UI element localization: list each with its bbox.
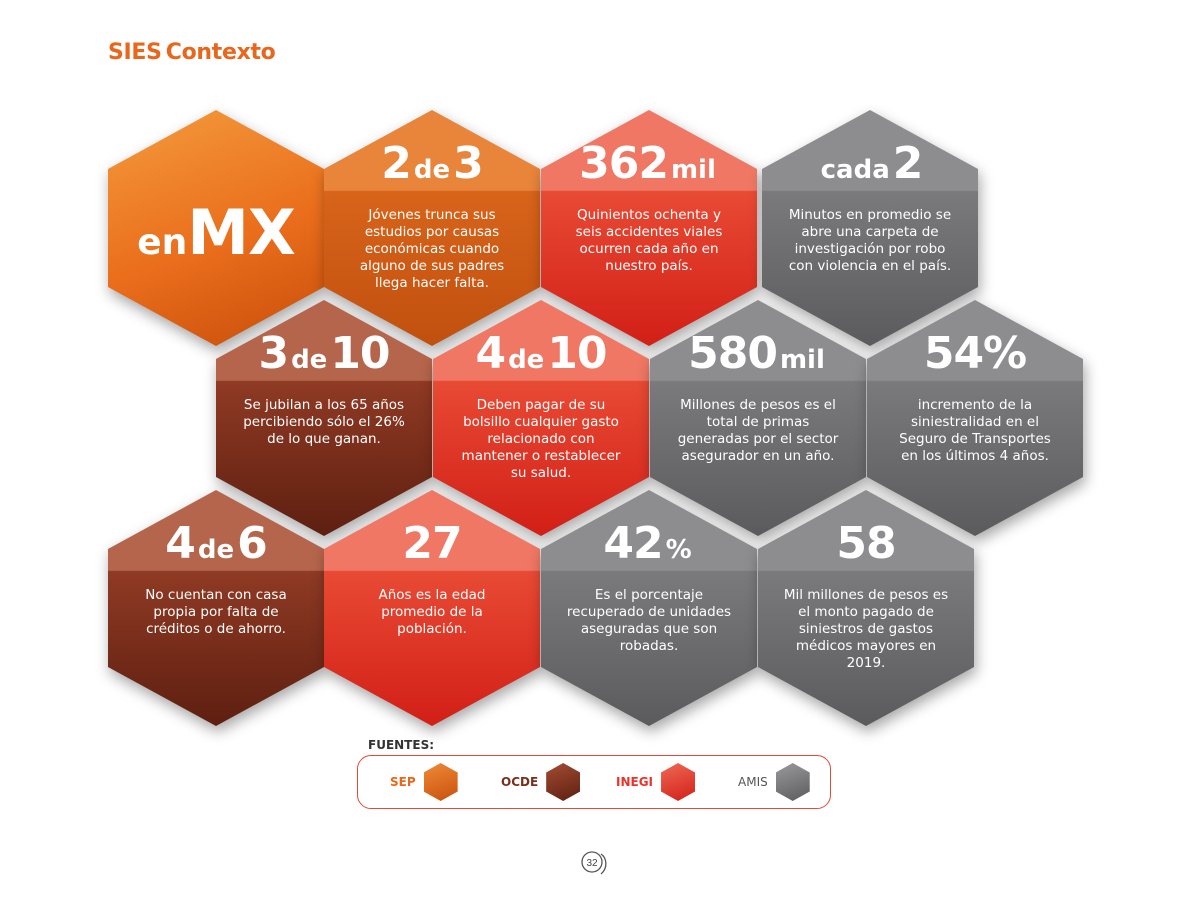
hex-stat-27: 27 Años es la edad promedio de la poblac… xyxy=(324,490,540,726)
page-number-icon: 32 xyxy=(581,851,607,875)
hex-description: No cuentan con casa propia por falta de … xyxy=(145,587,287,637)
hex-stat-4de10: 4 de10 Deben pagar de su bolsillo cualqui… xyxy=(433,300,649,536)
legend-label: INEGI xyxy=(616,775,654,789)
hex-stat-value: 3 de10 xyxy=(258,328,390,379)
hex-description: Deben pagar de su bolsillo cualquier gas… xyxy=(461,397,621,481)
legend-label: OCDE xyxy=(501,775,539,789)
hex-stat-value: 54% xyxy=(923,328,1027,379)
legend-item-amis: AMIS xyxy=(738,756,810,808)
hex-stat-value: 2 de3 xyxy=(381,138,483,189)
hex-stat-value: 4 de6 xyxy=(165,518,267,569)
hex-stat-value: 362 mil xyxy=(579,138,716,189)
hex-stat-3de10: 3 de10 Se jubilan a los 65 años percibien… xyxy=(216,300,432,536)
hex-stat-value: 27 xyxy=(402,518,462,569)
legend-label: SEP xyxy=(390,775,416,789)
hex-description: Años es la edad promedio de la población… xyxy=(378,587,486,637)
page-number: 32 xyxy=(586,858,598,869)
legend-box: SEP OCDE INEGI AMIS xyxy=(357,755,831,809)
hex-description: incremento de la siniestralidad en el Se… xyxy=(899,397,1051,464)
hex-stat-cada2: cada2 Minutos en promedio se abre una ca… xyxy=(762,110,978,346)
hex-stat-58: 58 Mil millones de pesos es el monto pag… xyxy=(758,490,974,726)
hex-description: Mil millones de pesos es el monto pagado… xyxy=(783,587,949,671)
legend-hex-swatch xyxy=(775,763,810,801)
hex-stat-value: 42% xyxy=(603,518,692,569)
hex-stat-value: 4 de10 xyxy=(475,328,607,379)
enmx-title: enMX xyxy=(137,196,296,269)
hex-description: Es el porcentaje recuperado de unidades … xyxy=(566,587,732,654)
hex-description: Se jubilan a los 65 años percibiendo sól… xyxy=(243,397,405,447)
legend-hex-swatch xyxy=(661,763,696,801)
legend-label: AMIS xyxy=(738,775,768,789)
header-contexto: Contexto xyxy=(165,40,276,65)
hex-stat-value: 58 xyxy=(836,518,896,569)
hex-enmx: enMX xyxy=(108,110,324,346)
legend-item-ocde: OCDE xyxy=(501,756,581,808)
header-sies: SIES xyxy=(108,40,162,65)
hex-description: Quinientos ochenta y seis accidentes via… xyxy=(575,207,723,274)
legend-item-sep: SEP xyxy=(390,756,458,808)
legend-hex-swatch xyxy=(423,763,458,801)
legend-hex-swatch xyxy=(546,763,581,801)
hex-stat-4de6: 4 de6 No cuentan con casa propia por falt… xyxy=(108,490,324,726)
hex-stat-42pct: 42% Es el porcentaje recuperado de unida… xyxy=(541,490,757,726)
hex-stat-2de3: 2 de3 Jóvenes trunca sus estudios por cau… xyxy=(324,110,540,346)
hex-description: Jóvenes trunca sus estudios por causas e… xyxy=(359,207,505,291)
legend-item-inegi: INEGI xyxy=(616,756,696,808)
hex-stat-362mil: 362 mil Quinientos ochenta y seis acciden… xyxy=(541,110,757,346)
hex-stat-580mil: 580 mil Millones de pesos es el total de … xyxy=(650,300,866,536)
hex-description: Minutos en promedio se abre una carpeta … xyxy=(788,207,952,274)
hex-stat-value: cada2 xyxy=(820,138,924,189)
legend-title: FUENTES: xyxy=(368,738,435,752)
page-header: SIES Contexto xyxy=(108,40,276,65)
hex-stat-54pct: 54% incremento de la siniestralidad en e… xyxy=(867,300,1083,536)
hex-description: Millones de pesos es el total de primas … xyxy=(677,397,839,464)
hex-stat-value: 580 mil xyxy=(688,328,825,379)
